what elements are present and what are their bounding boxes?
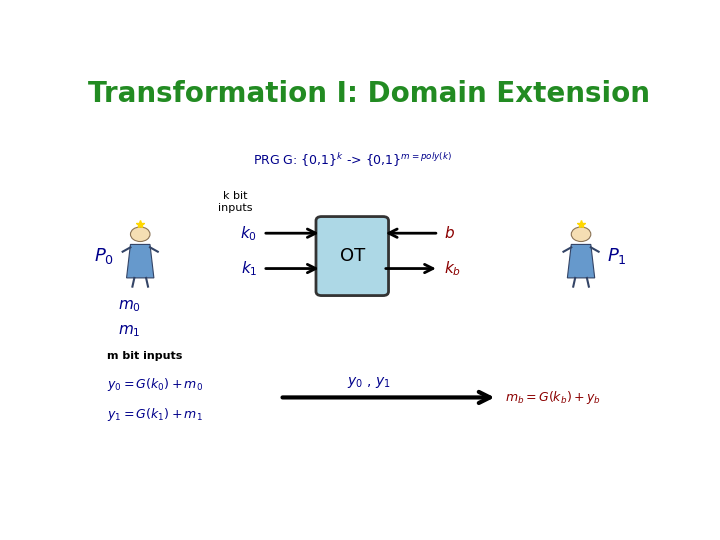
Circle shape — [130, 227, 150, 241]
Text: $b$: $b$ — [444, 225, 455, 241]
Text: $k_b$: $k_b$ — [444, 259, 462, 278]
Text: PRG G: {0,1}$^k$ -> {0,1}$^{m=poly(k)}$: PRG G: {0,1}$^k$ -> {0,1}$^{m=poly(k)}$ — [253, 152, 451, 170]
Text: $m_1$: $m_1$ — [118, 323, 140, 339]
Text: $y_0 = G(k_0) + m_0$: $y_0 = G(k_0) + m_0$ — [107, 376, 203, 394]
Text: $y_1 = G(k_1) + m_1$: $y_1 = G(k_1) + m_1$ — [107, 406, 202, 423]
Text: $y_0$ , $y_1$: $y_0$ , $y_1$ — [347, 375, 391, 390]
Text: $m_0$: $m_0$ — [118, 298, 141, 314]
Text: $m_b = G(k_b) + y_b$: $m_b = G(k_b) + y_b$ — [505, 389, 601, 406]
Text: $P_1$: $P_1$ — [608, 246, 627, 266]
FancyBboxPatch shape — [316, 217, 389, 295]
Polygon shape — [127, 245, 154, 278]
Text: Transformation I: Domain Extension: Transformation I: Domain Extension — [88, 80, 650, 108]
Text: $k_1$: $k_1$ — [241, 259, 258, 278]
Text: m bit inputs: m bit inputs — [107, 351, 182, 361]
Text: OT: OT — [340, 247, 365, 265]
Circle shape — [571, 227, 591, 241]
Text: $P_0$: $P_0$ — [94, 246, 114, 266]
Polygon shape — [567, 245, 595, 278]
Text: $k_0$: $k_0$ — [240, 224, 258, 242]
Text: k bit
inputs: k bit inputs — [218, 191, 252, 213]
